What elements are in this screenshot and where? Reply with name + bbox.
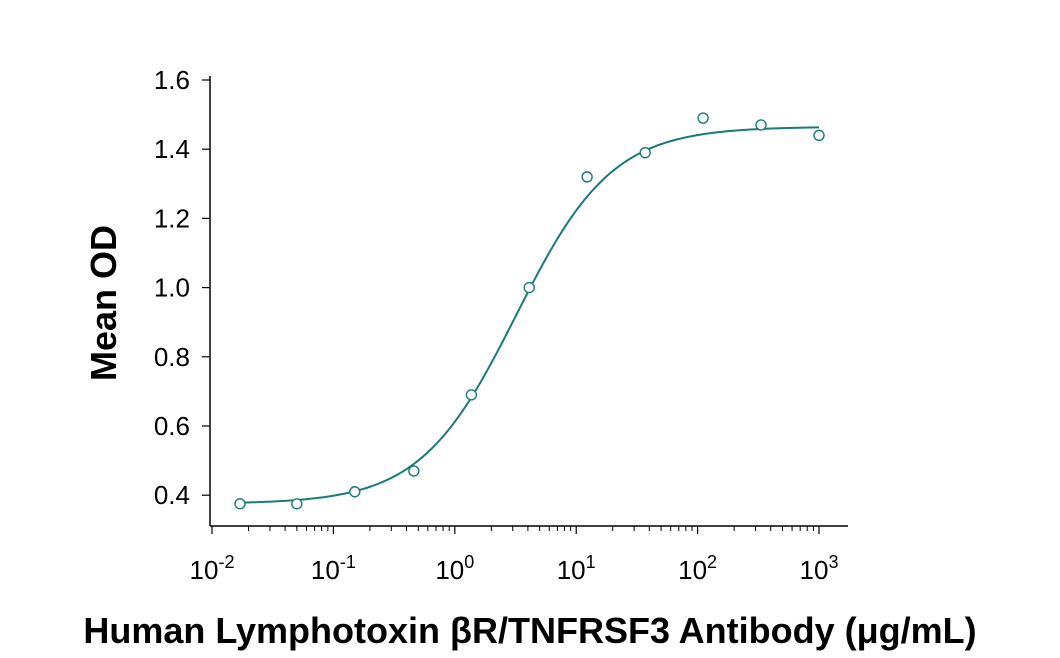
x-tick-label: 102 (678, 552, 717, 585)
data-point (697, 112, 709, 124)
x-tick-base: 10 (311, 555, 340, 585)
data-point (408, 465, 420, 477)
x-tick-label: 103 (800, 552, 839, 585)
y-tick-label: 0.6 (154, 411, 190, 441)
data-point (581, 171, 593, 183)
x-tick-exponent: 3 (828, 552, 838, 572)
data-point (291, 498, 303, 510)
data-point (755, 119, 767, 131)
data-point (349, 486, 361, 498)
data-point (813, 129, 825, 142)
y-tick-label: 0.8 (154, 342, 190, 372)
fit-curve (239, 126, 820, 504)
x-tick-exponent: 1 (586, 552, 596, 572)
y-tick-label: 1.6 (154, 65, 190, 95)
y-tick-label: 1.4 (154, 134, 190, 164)
x-tick-base: 10 (435, 555, 464, 585)
data-point (523, 281, 535, 294)
y-axis-ticks: 0.4 0.6 0.8 1.0 1.2 1.4 1.6 (154, 65, 210, 510)
x-axis-ticks: 10-2 10-1 100 101 102 103 (190, 526, 839, 585)
x-tick-exponent: -2 (218, 552, 234, 572)
x-axis-title: Human Lymphotoxin βR/TNFRSF3 Antibody (μ… (83, 610, 976, 651)
x-tick-label: 100 (435, 552, 474, 585)
data-point (465, 389, 478, 401)
y-tick-label: 1.0 (154, 273, 190, 303)
x-tick-base: 10 (678, 555, 707, 585)
y-axis-title: Mean OD (83, 225, 124, 381)
y-tick-label: 1.2 (154, 203, 190, 233)
axes (209, 76, 848, 527)
x-tick-label: 10-2 (190, 552, 235, 585)
y-tick-label: 0.4 (154, 480, 190, 510)
x-tick-label: 101 (557, 552, 596, 585)
x-tick-exponent: -1 (340, 552, 356, 572)
x-tick-base: 10 (557, 555, 586, 585)
data-point (639, 146, 651, 159)
data-points (234, 112, 825, 510)
x-tick-base: 10 (190, 555, 219, 585)
x-tick-label: 10-1 (311, 552, 356, 585)
x-tick-exponent: 2 (707, 552, 717, 572)
x-tick-base: 10 (800, 555, 829, 585)
x-tick-exponent: 0 (464, 552, 474, 572)
data-point (234, 498, 246, 510)
